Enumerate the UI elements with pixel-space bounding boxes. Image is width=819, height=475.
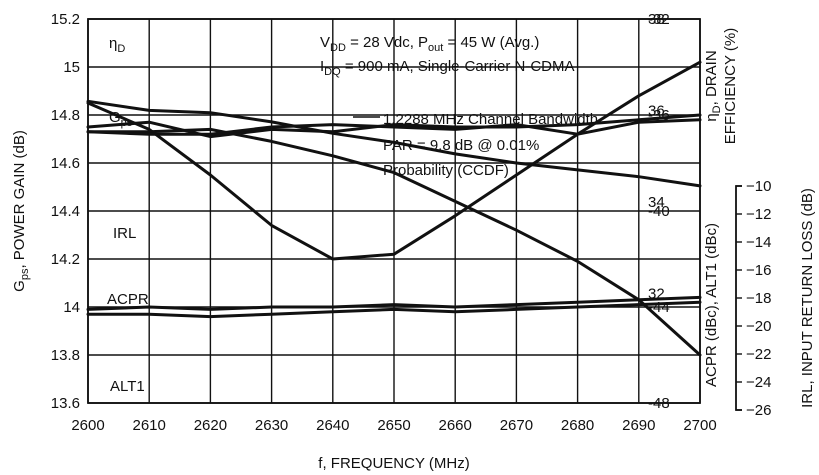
acpr-tick-label: -32 (648, 11, 670, 28)
gain-axis-title: Gps, POWER GAIN (dB) (11, 130, 31, 292)
gain-tick-label: 14.4 (51, 203, 80, 220)
x-tick-label: 2630 (255, 417, 288, 434)
gain-tick-label: 13.6 (51, 395, 80, 412)
acpr-tick-label: -44 (648, 299, 670, 316)
x-tick-label: 2660 (439, 417, 472, 434)
acpr-axis-title: ACPR (dBc), ALT1 (dBc) (703, 223, 720, 387)
svg-text:EFFICIENCY (%): EFFICIENCY (%) (722, 28, 739, 144)
series-line-acpr-6 (86, 300, 702, 319)
efficiency-tick-label: 38 (648, 11, 665, 28)
gain-tick-label: 14.8 (51, 107, 80, 124)
gain-tick-label: 13.8 (51, 347, 80, 364)
efficiency-axis-title: ηD, DRAIN EFFICIENCY (%) (703, 28, 739, 144)
irl-tick-label: −16 (746, 262, 771, 279)
annotation-bandwidth: 1.2288 MHz Channel Bandwidth (383, 111, 598, 128)
gain-tick-label: 15.2 (51, 11, 80, 28)
irl-axis-ticks: −10 −12 −14 −16 −18 −20 −22 −24 −26 (736, 178, 771, 419)
series-line-gain-1 (86, 127, 702, 357)
gain-tick-label: 14.2 (51, 251, 80, 268)
irl-tick-label: −20 (746, 318, 771, 335)
irl-axis-title: IRL, INPUT RETURN LOSS (dB) (799, 188, 816, 408)
gain-tick-label: 14.6 (51, 155, 80, 172)
irl-tick-label: −12 (746, 206, 771, 223)
irl-tick-label: −14 (746, 234, 771, 251)
series-line-irl-2 (86, 60, 702, 261)
series-line-acpr-3 (86, 113, 702, 139)
irl-tick-label: −22 (746, 346, 771, 363)
x-tick-label: 2640 (316, 417, 349, 434)
series-label-alt1: ALT1 (110, 378, 145, 395)
acpr-tick-label: -36 (648, 107, 670, 124)
irl-tick-label: −24 (746, 374, 771, 391)
series-label-acpr: ACPR (107, 291, 149, 308)
acpr-tick-label: -48 (648, 395, 670, 412)
acpr-tick-label: -40 (648, 203, 670, 220)
annotation-probability: Probability (CCDF) (383, 162, 509, 179)
x-tick-label: 2670 (500, 417, 533, 434)
x-tick-label: 2600 (71, 417, 104, 434)
series-line-acpr-5 (86, 295, 702, 311)
gain-tick-label: 15 (63, 59, 80, 76)
irl-tick-label: −26 (746, 402, 771, 419)
x-axis-title: f, FREQUENCY (MHz) (318, 455, 469, 472)
efficiency-tick-label: 32 (648, 285, 665, 302)
plot-frame (87, 18, 701, 404)
x-tick-label: 2680 (561, 417, 594, 434)
series-label-gain: Gps (109, 109, 133, 129)
x-tick-label: 2620 (194, 417, 227, 434)
series-line-acpr-4 (86, 118, 702, 136)
grid (87, 18, 701, 404)
series-label-efficiency: ηD (109, 35, 125, 55)
annotation-conditions-line1: VDD = 28 Vdc, Pout = 45 W (Avg.) (320, 34, 539, 54)
tick-labels: 2600 2610 2620 2630 2640 2650 2660 2670 2680 2690… (51, 11, 717, 434)
irl-tick-label: −18 (746, 290, 771, 307)
efficiency-tick-label: 34 (648, 194, 665, 211)
x-tick-label: 2690 (622, 417, 655, 434)
annotation-par: PAR = 9.8 dB @ 0.01% (383, 137, 539, 154)
x-tick-label: 2650 (377, 417, 410, 434)
series-lines (86, 60, 702, 357)
annotation-conditions-line2: IDQ = 900 mA, Single-Carrier N-CDMA (320, 58, 574, 78)
x-tick-label: 2610 (133, 417, 166, 434)
series-label-irl: IRL (113, 225, 136, 242)
x-tick-label: 2700 (683, 417, 716, 434)
gain-tick-label: 14 (63, 299, 80, 316)
irl-tick-label: −10 (746, 178, 771, 195)
efficiency-tick-label: 36 (648, 102, 665, 119)
series-line-efficiency-0 (86, 99, 702, 188)
svg-text:ηD, DRAIN: ηD, DRAIN (703, 50, 723, 121)
